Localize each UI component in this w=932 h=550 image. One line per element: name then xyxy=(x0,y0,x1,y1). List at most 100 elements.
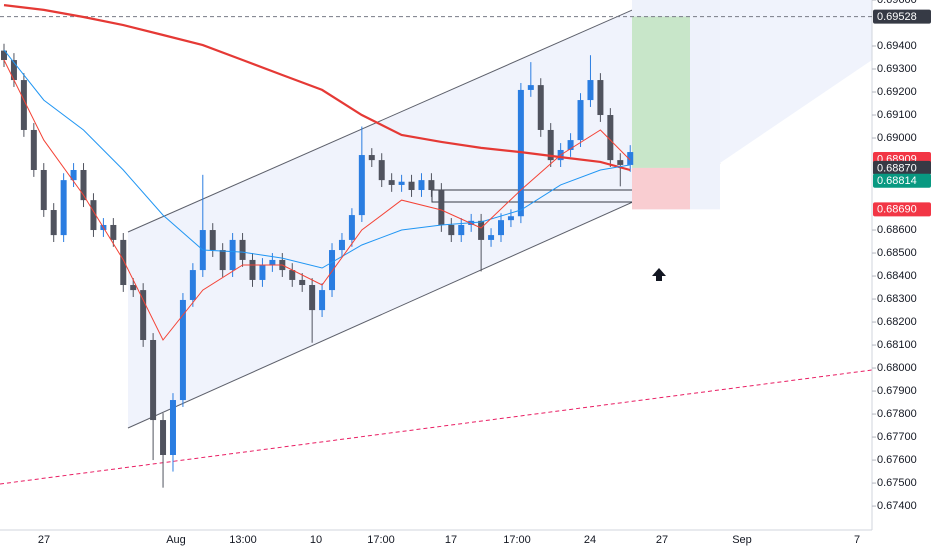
candle-body xyxy=(398,181,405,185)
y-tick-label: 0.69400 xyxy=(877,40,917,52)
candle-body xyxy=(289,270,296,280)
y-tick-label: 0.67700 xyxy=(877,431,917,443)
y-tick-label: 0.69000 xyxy=(877,132,917,144)
candle-body xyxy=(60,180,67,236)
candle-body xyxy=(577,100,584,141)
candle-body xyxy=(358,155,365,216)
profit-zone xyxy=(632,16,690,168)
candle-body xyxy=(90,200,97,231)
candle-body xyxy=(169,400,176,456)
x-tick-label: 27 xyxy=(656,534,668,546)
x-tick-label: 7 xyxy=(854,534,860,546)
candle-body xyxy=(458,224,465,236)
candle-body xyxy=(507,216,514,221)
arrow-up xyxy=(652,268,666,281)
candle-body xyxy=(150,339,157,421)
x-tick-label: 10 xyxy=(310,534,322,546)
candle-body xyxy=(110,224,117,240)
candle-body xyxy=(10,60,17,81)
candle-body xyxy=(478,220,485,240)
channel-upper xyxy=(127,0,656,233)
loss-zone xyxy=(632,167,690,210)
candle-body xyxy=(70,169,77,181)
candle-body xyxy=(50,210,57,236)
candle-body xyxy=(418,180,425,191)
candle-body xyxy=(438,190,445,225)
x-tick-label: Aug xyxy=(166,534,186,546)
candle-body xyxy=(329,250,336,291)
y-tick-label: 0.67400 xyxy=(877,500,917,512)
candle-body xyxy=(617,160,624,165)
candle-body xyxy=(299,279,306,286)
price-tag xyxy=(873,202,931,217)
candle-body xyxy=(309,285,316,311)
candle-body xyxy=(319,290,326,311)
candle-body xyxy=(388,180,395,185)
candle-body xyxy=(160,420,167,456)
candle-body xyxy=(80,169,87,201)
candle-body xyxy=(30,129,37,170)
y-tick-label: 0.67800 xyxy=(877,408,917,420)
x-tick-label: 27 xyxy=(38,534,50,546)
candle-body xyxy=(1,50,7,61)
x-tick-label: 13:00 xyxy=(229,534,257,546)
candle-body xyxy=(527,85,534,90)
candle-body xyxy=(368,155,375,161)
price-tag-label: 0.69528 xyxy=(877,11,917,23)
candle-body xyxy=(627,152,634,165)
price-tag-label: 0.68814 xyxy=(877,175,917,187)
price-tag xyxy=(873,9,931,24)
y-tick-label: 0.67900 xyxy=(877,385,917,397)
y-tick-label: 0.69300 xyxy=(877,63,917,75)
candle-body xyxy=(587,80,594,101)
price-tag xyxy=(873,160,931,175)
y-tick-label: 0.68000 xyxy=(877,362,917,374)
candle-body xyxy=(498,220,504,236)
y-tick-label: 0.67500 xyxy=(877,477,917,489)
candle-body xyxy=(209,230,216,251)
candle-body xyxy=(269,259,276,265)
y-tick-label: 0.68100 xyxy=(877,339,917,351)
candle-body xyxy=(130,285,137,291)
candle-body xyxy=(428,180,435,191)
candle-body xyxy=(448,224,455,236)
candle-body xyxy=(259,265,266,280)
moving-average xyxy=(3,59,631,341)
y-tick-label: 0.69600 xyxy=(877,0,917,6)
candle-body xyxy=(607,115,614,161)
candle-body xyxy=(537,85,544,130)
candle-body xyxy=(408,181,415,191)
x-tick-label: 17:00 xyxy=(503,534,531,546)
candle-body xyxy=(20,80,27,130)
price-tag xyxy=(873,173,931,188)
x-tick-label: Sep xyxy=(732,534,752,546)
y-tick-label: 0.68600 xyxy=(877,224,917,236)
candle-body xyxy=(229,239,236,271)
candle-body xyxy=(378,160,385,181)
candle-body xyxy=(338,239,345,251)
candle-body xyxy=(140,290,147,340)
candle-body xyxy=(40,169,47,211)
y-tick-label: 0.68200 xyxy=(877,316,917,328)
price-tag-label: 0.68870 xyxy=(877,162,917,174)
y-tick-label: 0.68400 xyxy=(877,270,917,282)
x-tick-label: 17:00 xyxy=(367,534,395,546)
x-tick-label: 17 xyxy=(445,534,457,546)
moving-average xyxy=(3,49,631,269)
candle-body xyxy=(219,250,226,271)
candle-body xyxy=(120,239,127,286)
candle-body xyxy=(189,270,196,300)
candle-body xyxy=(348,215,355,240)
moving-average xyxy=(3,4,631,172)
y-tick-label: 0.68300 xyxy=(877,293,917,305)
y-tick-label: 0.69200 xyxy=(877,86,917,98)
y-tick-label: 0.69100 xyxy=(877,109,917,121)
candle-body xyxy=(249,259,256,280)
x-tick-label: 24 xyxy=(584,534,596,546)
price-tag-label: 0.68690 xyxy=(877,204,917,216)
candle-body xyxy=(179,299,186,401)
candle-body xyxy=(567,140,574,150)
candle-body xyxy=(488,235,495,240)
y-tick-label: 0.68500 xyxy=(877,247,917,259)
